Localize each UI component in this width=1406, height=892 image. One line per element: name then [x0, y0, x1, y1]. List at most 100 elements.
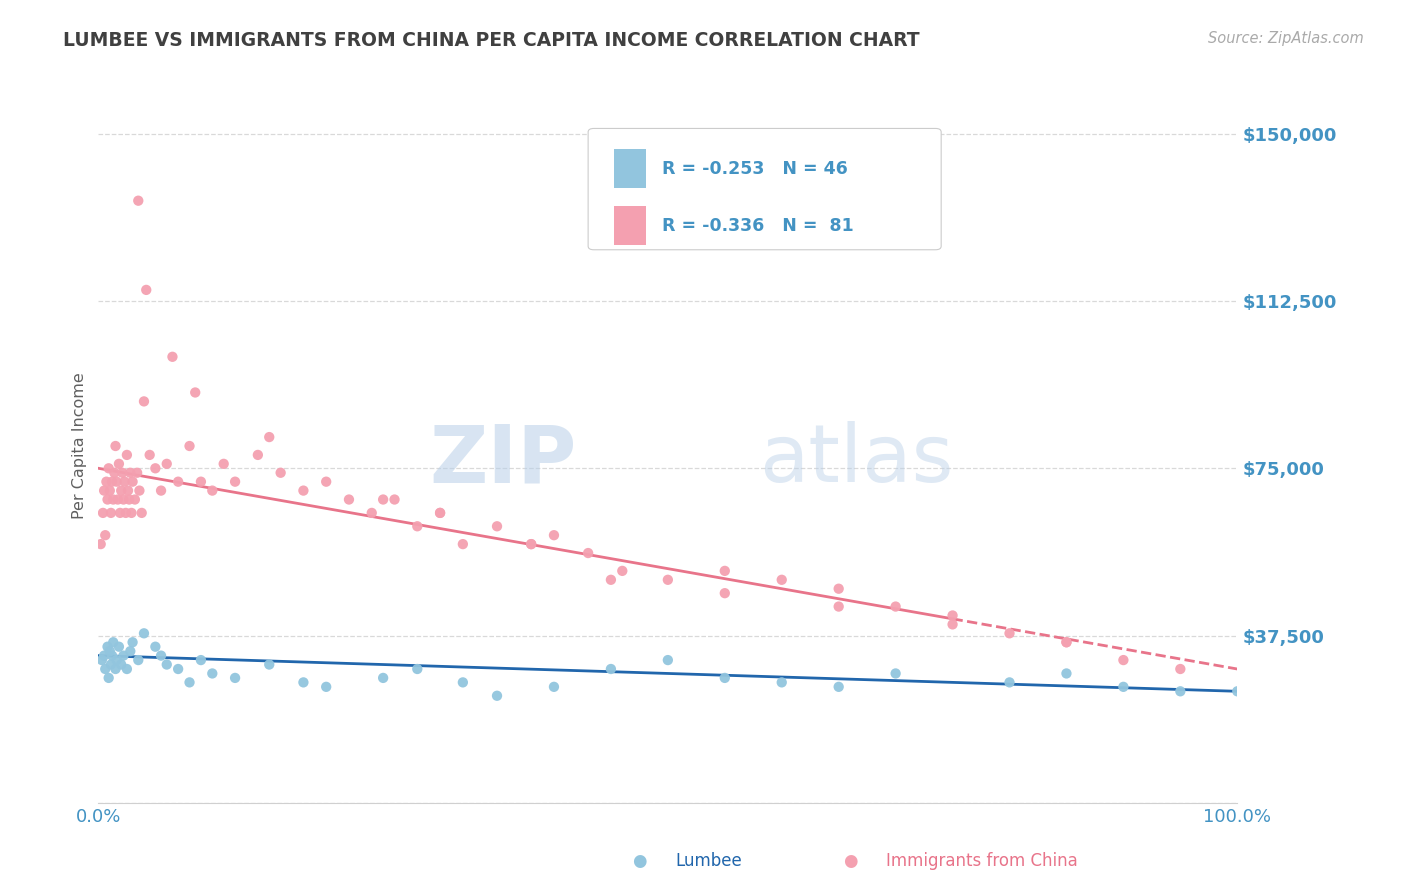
Point — [103, 466, 125, 480]
Point — [118, 492, 141, 507]
Point — [998, 626, 1021, 640]
FancyBboxPatch shape — [614, 206, 647, 245]
Point — [105, 653, 128, 667]
Point — [486, 689, 509, 703]
Point — [120, 506, 142, 520]
Point — [97, 461, 120, 475]
Point — [101, 475, 124, 489]
Point — [100, 657, 122, 672]
Point — [120, 644, 142, 658]
Point — [179, 675, 201, 690]
Point — [259, 657, 281, 672]
Point — [97, 671, 120, 685]
Point — [107, 492, 129, 507]
Point — [224, 671, 246, 685]
Point — [770, 675, 793, 690]
Point — [714, 586, 737, 600]
Point — [103, 635, 125, 649]
Point — [93, 648, 115, 663]
Point — [451, 675, 474, 690]
Point — [1056, 635, 1078, 649]
Point — [212, 457, 235, 471]
Point — [942, 608, 965, 623]
Text: ZIP: ZIP — [429, 421, 576, 500]
Point — [1056, 635, 1078, 649]
Point — [115, 662, 138, 676]
Point — [292, 675, 315, 690]
Point — [156, 457, 179, 471]
Point — [98, 483, 121, 498]
Point — [132, 394, 155, 409]
Point — [1112, 653, 1135, 667]
Point — [150, 648, 173, 663]
Point — [98, 644, 121, 658]
Point — [100, 506, 122, 520]
Point — [121, 475, 143, 489]
Point — [91, 506, 114, 520]
Point — [104, 439, 127, 453]
Point — [486, 519, 509, 533]
Text: atlas: atlas — [759, 421, 953, 500]
Point — [190, 653, 212, 667]
Point — [543, 680, 565, 694]
Point — [942, 617, 965, 632]
Point — [156, 657, 179, 672]
Point — [94, 662, 117, 676]
Point — [114, 506, 136, 520]
Point — [520, 537, 543, 551]
Point — [429, 506, 451, 520]
Point — [576, 546, 599, 560]
Point — [108, 506, 131, 520]
Point — [108, 457, 131, 471]
Point — [131, 506, 153, 520]
FancyBboxPatch shape — [588, 128, 941, 250]
Text: Lumbee: Lumbee — [675, 852, 741, 870]
Point — [520, 537, 543, 551]
Point — [184, 385, 207, 400]
Point — [600, 573, 623, 587]
Text: LUMBEE VS IMMIGRANTS FROM CHINA PER CAPITA INCOME CORRELATION CHART: LUMBEE VS IMMIGRANTS FROM CHINA PER CAPI… — [63, 31, 920, 50]
Point — [145, 461, 167, 475]
Point — [828, 582, 851, 596]
Point — [93, 483, 115, 498]
Point — [259, 430, 281, 444]
Point — [114, 475, 136, 489]
Point — [94, 528, 117, 542]
Point — [110, 483, 132, 498]
Point — [108, 640, 131, 654]
Point — [600, 662, 623, 676]
Point — [167, 475, 190, 489]
Point — [110, 657, 132, 672]
Text: Immigrants from China: Immigrants from China — [886, 852, 1077, 870]
FancyBboxPatch shape — [614, 149, 647, 188]
Point — [337, 492, 360, 507]
Point — [657, 573, 679, 587]
Point — [384, 492, 406, 507]
Text: R = -0.253   N = 46: R = -0.253 N = 46 — [662, 160, 848, 178]
Point — [104, 662, 127, 676]
Text: R = -0.336   N =  81: R = -0.336 N = 81 — [662, 217, 853, 235]
Point — [111, 466, 134, 480]
Point — [292, 483, 315, 498]
Point — [128, 483, 150, 498]
Point — [406, 662, 429, 676]
Point — [770, 573, 793, 587]
Point — [90, 537, 112, 551]
Point — [201, 483, 224, 498]
Point — [138, 448, 160, 462]
Point — [115, 448, 138, 462]
Point — [429, 506, 451, 520]
Point — [127, 194, 149, 208]
Text: ●: ● — [633, 852, 647, 870]
Point — [167, 662, 190, 676]
Point — [371, 492, 394, 507]
Point — [884, 599, 907, 614]
Point — [112, 492, 135, 507]
Y-axis label: Per Capita Income: Per Capita Income — [72, 373, 87, 519]
Point — [998, 675, 1021, 690]
Point — [101, 648, 124, 663]
Point — [371, 671, 394, 685]
Point — [246, 448, 269, 462]
Point — [714, 564, 737, 578]
Point — [96, 492, 118, 507]
